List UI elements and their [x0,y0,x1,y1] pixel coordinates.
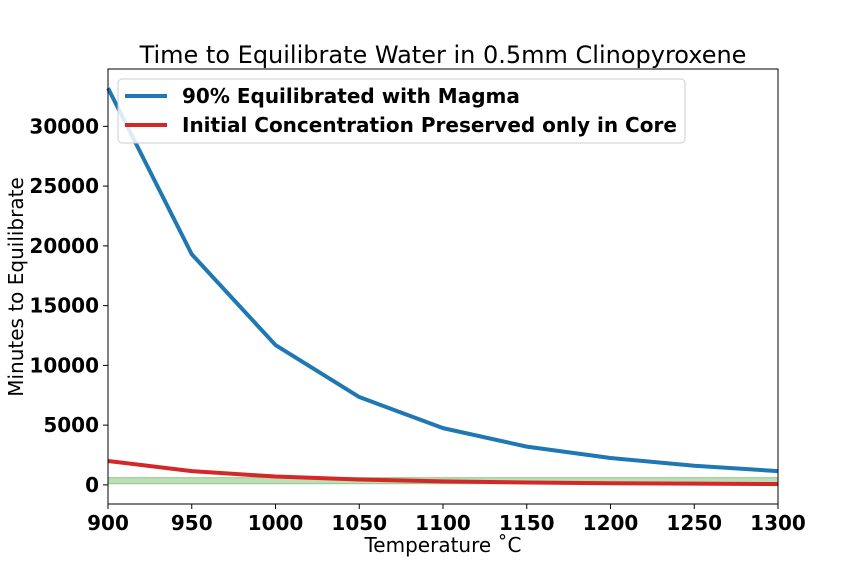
chart-title: Time to Equilibrate Water in 0.5mm Clino… [139,41,747,69]
y-tick-label: 20000 [29,234,99,258]
x-axis-label: Temperature ˚C [363,533,521,557]
x-tick-label: 1000 [248,511,304,535]
legend-box [117,78,686,144]
x-tick-label: 1300 [750,511,806,535]
y-tick-label: 5000 [43,413,99,437]
y-axis-label: Minutes to Equilibrate [4,177,28,397]
y-axis: 0 5000 10000 15000 20000 25000 30000 [29,114,108,497]
series-line-0 [106,87,779,474]
y-tick-label: 30000 [29,114,99,138]
x-tick-label: 900 [87,511,129,535]
legend-label-initial-concentration: Initial Concentration Preserved only in … [182,113,677,137]
y-tick-label: 15000 [29,294,99,318]
y-tick-label: 0 [85,473,99,497]
x-tick-label: 1050 [331,511,387,535]
x-tick-label: 1100 [415,511,471,535]
x-tick-label: 950 [171,511,213,535]
y-tick-label: 10000 [29,353,99,377]
series-line-1 [107,458,779,487]
legend-label-90-percent: 90% Equilibrated with Magma [182,84,520,108]
legend: 90% Equilibrated with Magma Initial Conc… [117,78,686,144]
x-tick-label: 1200 [583,511,639,535]
plot-lines-layer [106,87,779,487]
y-tick-label: 25000 [29,174,99,198]
x-tick-label: 1150 [499,511,555,535]
x-axis: 900 950 1000 1050 1100 1150 1200 1250 1300 [87,504,806,535]
x-tick-label: 1250 [666,511,722,535]
